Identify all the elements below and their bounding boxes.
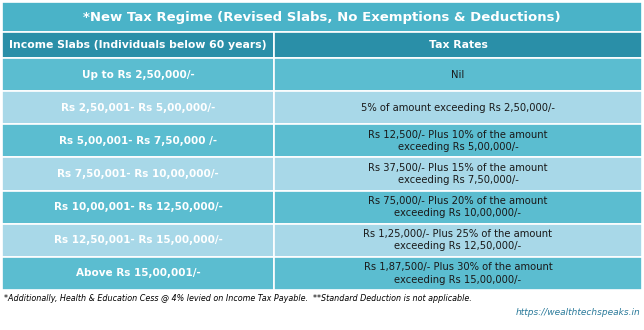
Text: Nil: Nil (451, 70, 464, 80)
Text: Income Slabs (Individuals below 60 years): Income Slabs (Individuals below 60 years… (9, 40, 267, 50)
Bar (2, 91, 274, 124)
Text: Rs 2,50,001- Rs 5,00,000/-: Rs 2,50,001- Rs 5,00,000/- (61, 103, 215, 113)
Text: Rs 1,25,000/- Plus 25% of the amount
exceeding Rs 12,50,000/-: Rs 1,25,000/- Plus 25% of the amount exc… (363, 229, 553, 251)
Bar (274, 32, 642, 58)
Text: Rs 75,000/- Plus 20% of the amount
exceeding Rs 10,00,000/-: Rs 75,000/- Plus 20% of the amount excee… (368, 196, 547, 218)
Text: Rs 12,500/- Plus 10% of the amount
exceeding Rs 5,00,000/-: Rs 12,500/- Plus 10% of the amount excee… (368, 130, 548, 152)
Bar (2, 58, 274, 91)
Text: Up to Rs 2,50,000/-: Up to Rs 2,50,000/- (82, 70, 194, 80)
Bar (2, 157, 274, 190)
Text: Rs 37,500/- Plus 15% of the amount
exceeding Rs 7,50,000/-: Rs 37,500/- Plus 15% of the amount excee… (368, 163, 548, 185)
Text: *New Tax Regime (Revised Slabs, No Exemptions & Deductions): *New Tax Regime (Revised Slabs, No Exemp… (83, 11, 561, 23)
Bar (274, 190, 642, 224)
Text: Tax Rates: Tax Rates (428, 40, 488, 50)
Text: Rs 10,00,001- Rs 12,50,000/-: Rs 10,00,001- Rs 12,50,000/- (53, 202, 222, 212)
Bar (2, 224, 274, 257)
Text: 5% of amount exceeding Rs 2,50,000/-: 5% of amount exceeding Rs 2,50,000/- (361, 103, 555, 113)
Bar (274, 257, 642, 290)
Text: Rs 12,50,001- Rs 15,00,000/-: Rs 12,50,001- Rs 15,00,000/- (53, 235, 222, 245)
Text: Rs 5,00,001- Rs 7,50,000 /-: Rs 5,00,001- Rs 7,50,000 /- (59, 136, 217, 146)
Bar (274, 224, 642, 257)
Text: Rs 1,87,500/- Plus 30% of the amount
exceeding Rs 15,00,000/-: Rs 1,87,500/- Plus 30% of the amount exc… (364, 262, 553, 285)
Text: *Additionally, Health & Education Cess @ 4% levied on Income Tax Payable.  **Sta: *Additionally, Health & Education Cess @… (4, 294, 472, 303)
Text: Rs 7,50,001- Rs 10,00,000/-: Rs 7,50,001- Rs 10,00,000/- (57, 169, 219, 179)
Bar (274, 157, 642, 190)
Bar (274, 91, 642, 124)
Bar (2, 190, 274, 224)
Bar (2, 2, 642, 32)
Bar (2, 32, 274, 58)
Text: https://wealthtechspeaks.in: https://wealthtechspeaks.in (515, 308, 640, 317)
Text: Above Rs 15,00,001/-: Above Rs 15,00,001/- (75, 268, 200, 279)
Bar (274, 58, 642, 91)
Bar (2, 124, 274, 157)
Bar (274, 124, 642, 157)
Bar (2, 257, 274, 290)
